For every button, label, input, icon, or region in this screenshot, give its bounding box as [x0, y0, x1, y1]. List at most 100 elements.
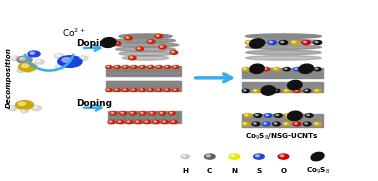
Circle shape: [285, 68, 287, 69]
Circle shape: [280, 155, 284, 157]
Circle shape: [244, 114, 251, 117]
Circle shape: [170, 51, 178, 54]
Circle shape: [107, 66, 109, 67]
Circle shape: [256, 114, 258, 116]
Circle shape: [315, 68, 318, 69]
Circle shape: [315, 90, 318, 91]
Ellipse shape: [246, 45, 321, 49]
Circle shape: [170, 120, 177, 124]
Circle shape: [268, 41, 276, 45]
Circle shape: [137, 48, 140, 49]
Circle shape: [273, 89, 280, 92]
Ellipse shape: [246, 50, 321, 55]
Circle shape: [131, 112, 133, 113]
Circle shape: [170, 112, 172, 113]
Circle shape: [115, 66, 118, 67]
Circle shape: [149, 66, 151, 67]
Circle shape: [247, 41, 250, 43]
Circle shape: [127, 121, 130, 122]
Circle shape: [109, 121, 112, 122]
Circle shape: [57, 65, 61, 67]
Circle shape: [148, 66, 154, 68]
Circle shape: [132, 66, 134, 67]
Circle shape: [80, 57, 84, 58]
Ellipse shape: [119, 34, 172, 38]
Circle shape: [242, 122, 249, 126]
Circle shape: [284, 123, 287, 124]
Circle shape: [125, 36, 132, 40]
Circle shape: [21, 109, 28, 113]
Circle shape: [296, 114, 299, 116]
Circle shape: [131, 66, 137, 68]
Circle shape: [121, 112, 124, 113]
Circle shape: [270, 41, 273, 43]
Circle shape: [148, 89, 154, 91]
Circle shape: [20, 57, 25, 60]
Circle shape: [314, 68, 321, 71]
Circle shape: [314, 89, 321, 92]
Circle shape: [56, 54, 60, 56]
Circle shape: [32, 106, 42, 111]
Circle shape: [26, 69, 29, 71]
Circle shape: [174, 89, 176, 90]
Circle shape: [160, 112, 163, 113]
Circle shape: [264, 114, 272, 117]
Circle shape: [35, 60, 44, 64]
Circle shape: [140, 89, 143, 90]
Circle shape: [156, 35, 159, 36]
Circle shape: [159, 112, 166, 115]
Ellipse shape: [299, 64, 313, 73]
Circle shape: [106, 66, 112, 68]
Circle shape: [28, 51, 40, 57]
Circle shape: [307, 114, 310, 116]
Circle shape: [126, 120, 133, 124]
Circle shape: [124, 66, 126, 67]
Circle shape: [37, 60, 40, 62]
Circle shape: [12, 57, 15, 58]
Circle shape: [117, 120, 124, 124]
Circle shape: [9, 107, 13, 108]
Circle shape: [17, 69, 25, 72]
Circle shape: [15, 101, 34, 109]
Ellipse shape: [246, 34, 321, 38]
Circle shape: [115, 42, 118, 44]
Circle shape: [19, 63, 37, 71]
Circle shape: [242, 89, 249, 92]
Circle shape: [254, 154, 264, 159]
Ellipse shape: [101, 38, 116, 47]
Circle shape: [141, 112, 143, 113]
Ellipse shape: [288, 80, 302, 90]
Circle shape: [22, 110, 25, 111]
Circle shape: [229, 154, 240, 159]
Circle shape: [166, 89, 168, 90]
Circle shape: [129, 56, 136, 60]
Circle shape: [171, 51, 174, 53]
Circle shape: [126, 37, 129, 38]
Circle shape: [145, 121, 147, 122]
Circle shape: [305, 68, 308, 69]
Circle shape: [264, 90, 266, 91]
Ellipse shape: [119, 51, 172, 56]
Ellipse shape: [288, 111, 302, 121]
Circle shape: [253, 68, 259, 71]
Circle shape: [111, 112, 114, 113]
Circle shape: [254, 114, 262, 117]
Circle shape: [254, 68, 256, 69]
Circle shape: [161, 120, 168, 124]
Circle shape: [135, 120, 142, 124]
Circle shape: [256, 155, 259, 157]
Circle shape: [293, 122, 301, 126]
Circle shape: [156, 66, 162, 68]
Circle shape: [124, 89, 126, 90]
Circle shape: [273, 68, 280, 71]
Circle shape: [62, 58, 71, 62]
Text: Co$_9$S$_8$/NSG-UCNTs: Co$_9$S$_8$/NSG-UCNTs: [245, 132, 318, 142]
Circle shape: [285, 90, 287, 91]
Circle shape: [173, 89, 179, 91]
Circle shape: [17, 56, 32, 63]
Circle shape: [106, 89, 112, 91]
Circle shape: [263, 68, 270, 71]
Circle shape: [33, 107, 37, 108]
Circle shape: [295, 68, 297, 69]
Circle shape: [114, 89, 120, 91]
